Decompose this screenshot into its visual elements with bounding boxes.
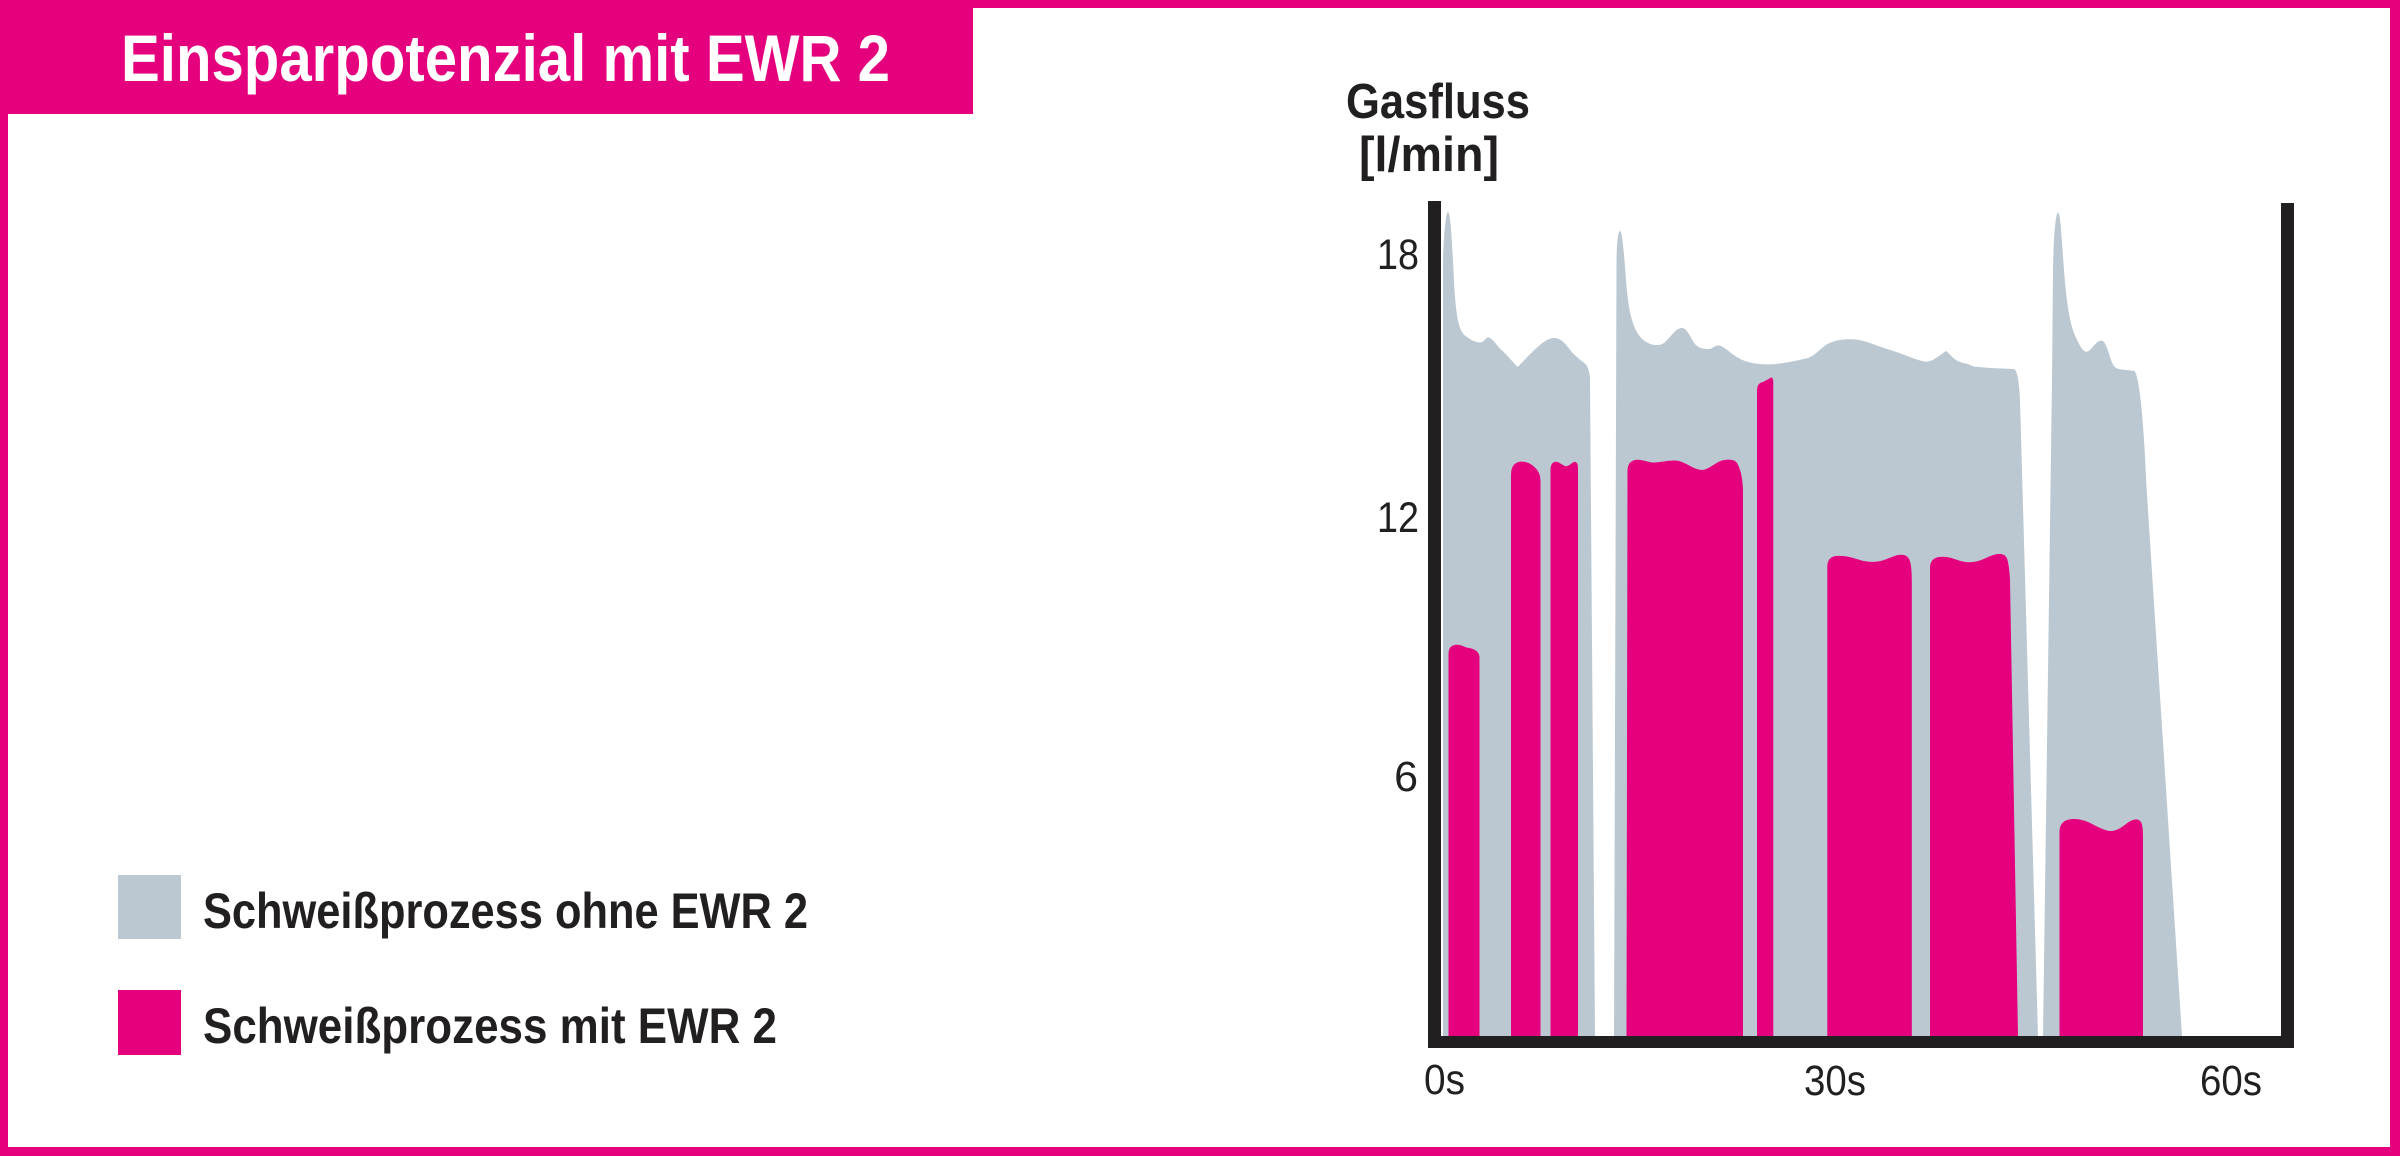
svg-text:18: 18 bbox=[1377, 231, 1419, 279]
svg-text:Gasfluss: Gasfluss bbox=[1346, 75, 1530, 129]
svg-text:[l/min]: [l/min] bbox=[1359, 128, 1499, 182]
svg-text:Einsparpotenzial mit EWR 2: Einsparpotenzial mit EWR 2 bbox=[121, 21, 890, 95]
svg-text:60s: 60s bbox=[2200, 1057, 2262, 1105]
svg-text:30s: 30s bbox=[1804, 1057, 1866, 1105]
svg-text:Schweißprozess mit EWR 2: Schweißprozess mit EWR 2 bbox=[203, 998, 777, 1054]
svg-text:6: 6 bbox=[1394, 753, 1418, 801]
svg-text:Schweißprozess ohne EWR 2: Schweißprozess ohne EWR 2 bbox=[203, 883, 808, 939]
svg-text:12: 12 bbox=[1377, 494, 1419, 542]
svg-text:0s: 0s bbox=[1424, 1056, 1465, 1104]
